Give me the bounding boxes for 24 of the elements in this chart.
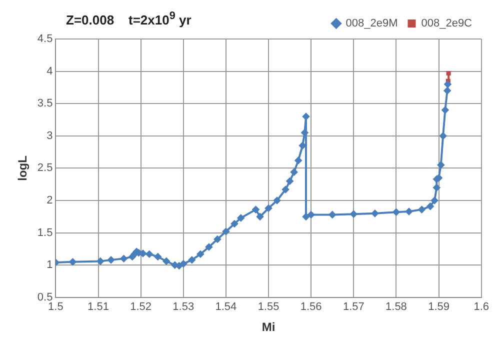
y-tick-label: 1 (46, 259, 53, 272)
x-tick-label: 1.56 (300, 301, 322, 314)
x-tick-label: 1.57 (342, 301, 364, 314)
x-tick-label: 1.58 (386, 301, 407, 314)
y-tick-label: 2.5 (37, 162, 53, 174)
x-tick-label: 1.59 (428, 301, 450, 314)
x-tick-label: 1.55 (258, 301, 280, 314)
y-tick-label: 4.5 (37, 33, 53, 46)
y-axis-title: logL (16, 156, 30, 181)
y-tick-label: 0.5 (37, 291, 53, 304)
y-tick-label: 4 (46, 65, 53, 78)
x-tick-label: 1.52 (130, 301, 152, 314)
y-tick-label: 3 (46, 130, 53, 142)
x-tick-label: 1.53 (172, 301, 194, 314)
x-tick-label: 1.51 (88, 301, 109, 314)
legend-label: 008_2e9M (346, 18, 398, 30)
x-tick-label: 1.54 (215, 301, 237, 314)
y-tick-label: 3.5 (37, 98, 53, 110)
legend-label: 008_2e9C (421, 18, 472, 30)
chart-title: Z=0.008 t=2x10$^{9}$ yr (66, 10, 192, 28)
y-tick-label: 1.5 (37, 226, 53, 239)
y-tick-label: 2 (46, 194, 53, 207)
x-axis-title: Mi (262, 320, 276, 334)
x-tick-label: 1.6 (474, 301, 490, 314)
